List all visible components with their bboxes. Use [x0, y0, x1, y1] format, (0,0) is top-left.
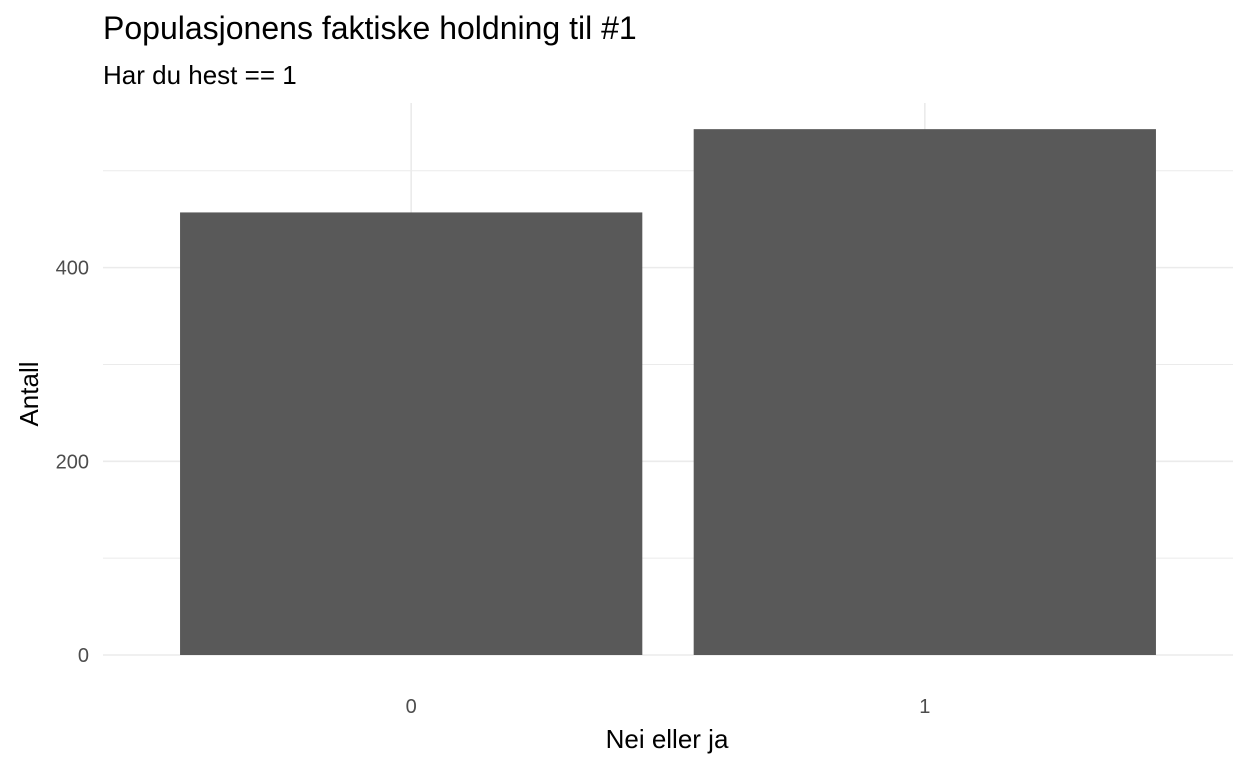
chart-title: Populasjonens faktiske holdning til #1 [103, 10, 637, 46]
y-axis-title: Antall [14, 361, 44, 426]
bar-0 [180, 212, 643, 655]
x-tick-label: 0 [406, 696, 417, 718]
y-tick-label: 0 [78, 645, 89, 667]
x-tick-label: 1 [919, 696, 930, 718]
y-tick-label: 400 [56, 258, 89, 280]
chart-subtitle: Har du hest == 1 [103, 60, 297, 90]
x-axis-title: Nei eller ja [606, 724, 729, 754]
y-axis-ticks: 0 200 400 [56, 258, 89, 667]
y-tick-label: 200 [56, 451, 89, 473]
bar-1 [693, 129, 1156, 656]
bars [180, 129, 1156, 656]
